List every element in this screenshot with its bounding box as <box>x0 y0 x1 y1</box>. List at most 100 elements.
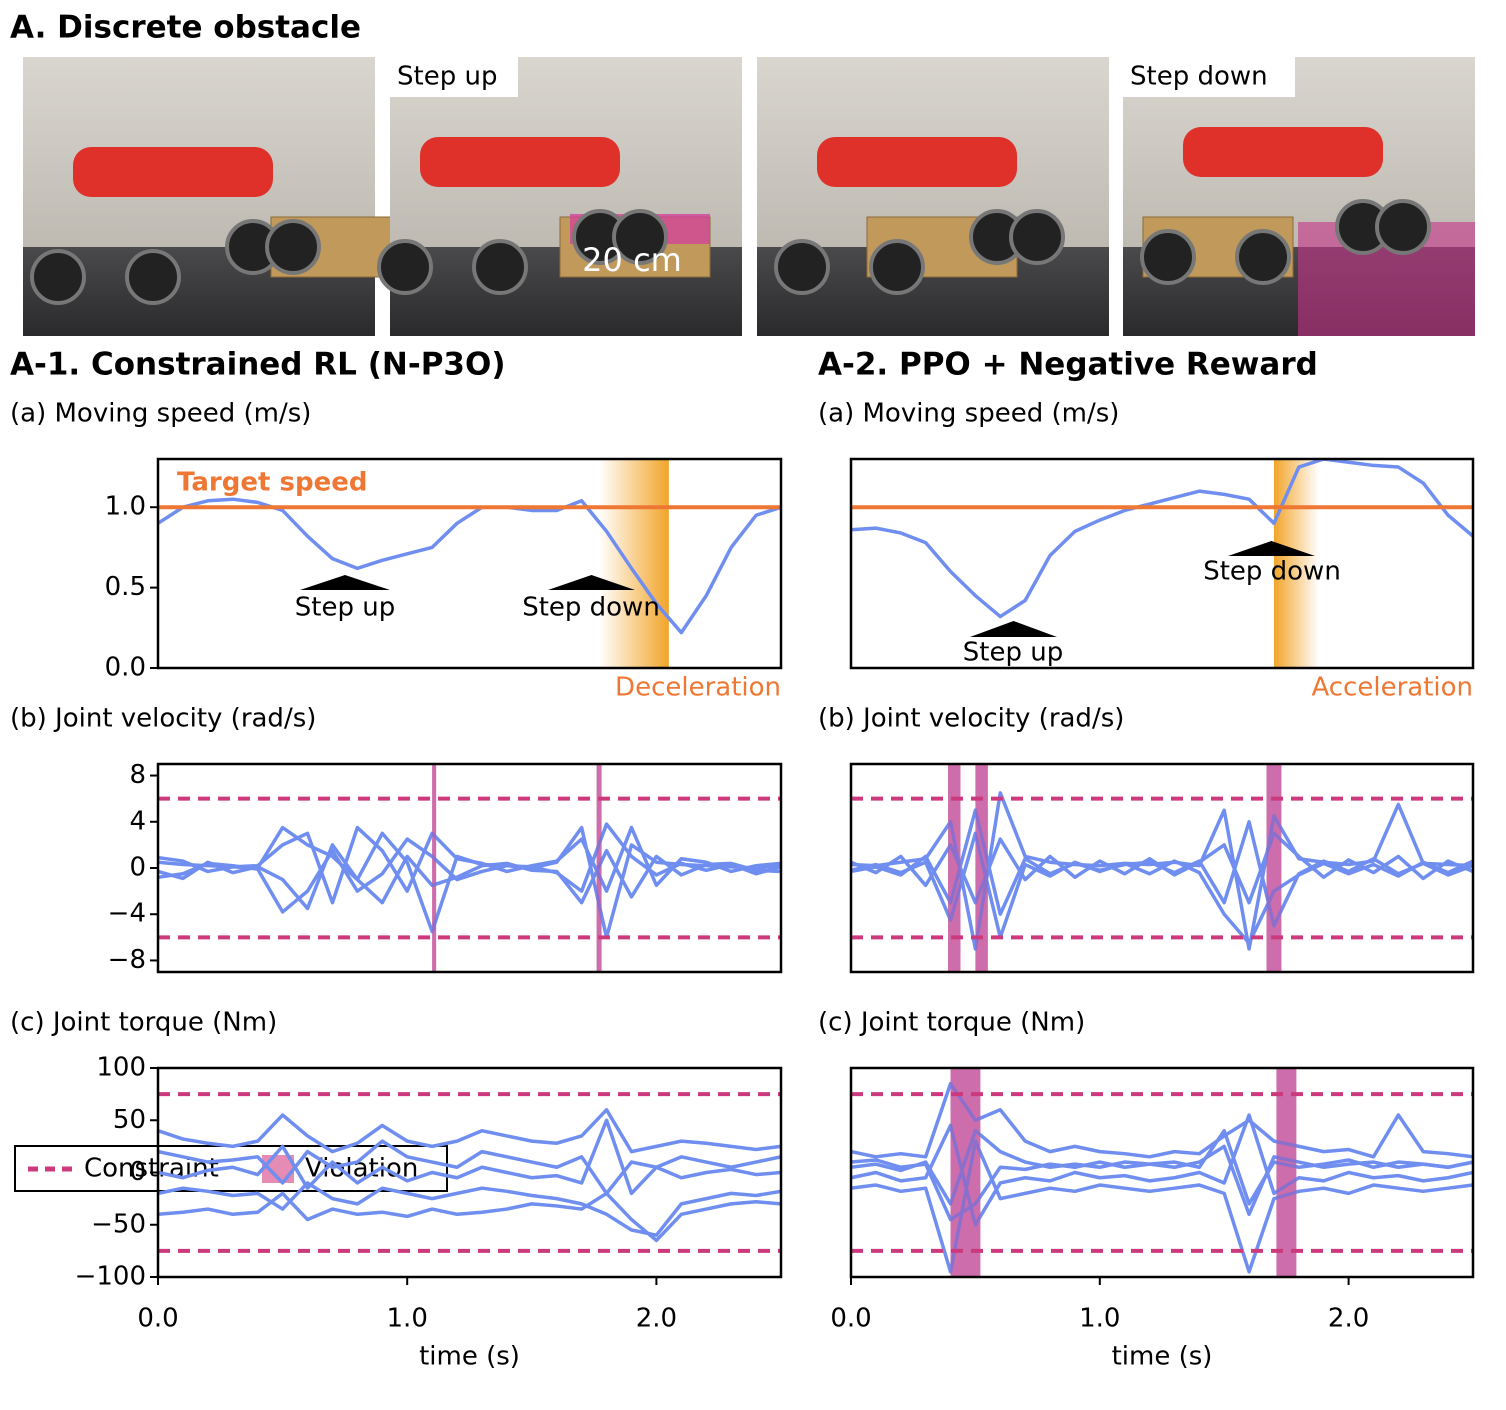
photo-label-bg <box>1123 57 1295 97</box>
plot-frame <box>849 457 1475 670</box>
data-line <box>158 1191 781 1243</box>
data-line <box>158 843 781 911</box>
data-line <box>851 791 1473 951</box>
robot-body <box>1183 127 1383 177</box>
data-line <box>158 825 781 905</box>
robot-body <box>817 137 1017 187</box>
chart-title: (c) Joint torque (Nm) <box>10 1008 277 1038</box>
data-line <box>158 1181 781 1237</box>
chart-title: (b) Joint velocity (rad/s) <box>10 704 316 734</box>
chart-title: (a) Moving speed (m/s) <box>818 399 1119 429</box>
annotation: Step down <box>522 593 660 623</box>
robot-body <box>73 147 273 197</box>
photo-label-bg <box>390 57 518 97</box>
annotation-arrow <box>548 575 635 590</box>
violation-overlay <box>950 1068 981 1277</box>
plot-area <box>851 1068 1473 1277</box>
photo-label: Step down <box>1130 62 1268 92</box>
x-tick-label: 2.0 <box>1328 1304 1369 1334</box>
chart: (a) Moving speed (m/s) Acceleration Step d… <box>818 399 1475 703</box>
robot-wheel <box>30 249 86 305</box>
y-tick-label: 100 <box>96 1053 146 1083</box>
plot-area <box>851 764 1473 972</box>
plot-frame <box>849 1066 1475 1279</box>
legend-label: Constraint <box>84 1154 219 1184</box>
robot-wheel <box>1009 209 1065 265</box>
annotation-arrow <box>1228 541 1315 556</box>
data-line <box>158 497 781 635</box>
annotation: Step up <box>295 593 395 623</box>
y-tick-label: 0.5 <box>105 572 146 602</box>
annotation: Step down <box>1203 557 1341 587</box>
y-tick-label: −50 <box>91 1209 146 1239</box>
x-axis-label: time (s) <box>1112 1342 1213 1372</box>
violation-overlay <box>432 764 437 972</box>
chart: (a) Moving speed (m/s) Deceleration 0.0 0.5… <box>10 399 783 703</box>
robot-wheel <box>1140 229 1196 285</box>
violation-overlay <box>1266 764 1282 972</box>
y-tick-label: −8 <box>108 945 146 975</box>
violation-band <box>1276 1068 1297 1277</box>
y-tick-label: −100 <box>75 1262 146 1292</box>
annotation: Target speed <box>177 468 367 498</box>
robot-wheel <box>1235 229 1291 285</box>
data-line <box>851 1113 1473 1227</box>
chart: (b) Joint velocity (rad/s) −8 −4 0 4 8 <box>10 704 783 975</box>
robot-wheel <box>472 239 528 295</box>
data-line <box>158 825 781 940</box>
x-axis-label: time (s) <box>419 1342 520 1372</box>
chart: (c) Joint torque (Nm) −100 −50 0 50 100 0.0 1.0… <box>10 1008 783 1372</box>
x-tick-label: 2.0 <box>636 1304 677 1334</box>
chart-title: (b) Joint velocity (rad/s) <box>818 704 1124 734</box>
violation-overlay <box>975 764 988 972</box>
photo-label: Step up <box>397 62 497 92</box>
violation-overlay <box>596 764 602 972</box>
annotation: Step up <box>963 638 1063 668</box>
plot-frame <box>849 762 1475 974</box>
data-line <box>851 1128 1473 1222</box>
data-line <box>851 831 1473 945</box>
data-line <box>158 1139 781 1196</box>
violation-band <box>432 764 437 972</box>
robot-body <box>420 137 620 187</box>
robot-wheel <box>1375 199 1431 255</box>
x-tick-label: 0.0 <box>830 1304 871 1334</box>
highlight-label: Deceleration <box>615 673 781 703</box>
figure-title: A. Discrete obstacle <box>10 10 361 46</box>
section-title: A-1. Constrained RL (N-P3O) <box>10 347 506 383</box>
section-title: A-2. PPO + Negative Reward <box>818 347 1318 383</box>
annotation-arrow <box>300 575 390 590</box>
violation-overlay <box>1276 1068 1297 1277</box>
photo-strip: Step up Step down 20 cm <box>23 57 1475 336</box>
plot-area <box>158 1092 781 1253</box>
photo-label: 20 cm <box>582 241 682 279</box>
y-tick-label: 50 <box>113 1105 146 1135</box>
chart: (b) Joint velocity (rad/s) <box>818 704 1475 974</box>
y-tick-label: 4 <box>129 806 146 836</box>
annotation-arrow <box>970 621 1057 637</box>
chart: (c) Joint torque (Nm) 0.0 1.0 2.0 time (s) <box>818 1008 1475 1372</box>
chart-title: (c) Joint torque (Nm) <box>818 1008 1085 1038</box>
chart-title: (a) Moving speed (m/s) <box>10 399 311 429</box>
x-tick-label: 1.0 <box>1079 1304 1120 1334</box>
highlight-label: Acceleration <box>1311 673 1473 703</box>
plot-area <box>851 459 1473 668</box>
data-line <box>851 1128 1473 1217</box>
y-tick-label: 8 <box>129 760 146 790</box>
y-tick-label: −4 <box>108 899 146 929</box>
robot-wheel <box>612 209 668 265</box>
highlight-band <box>1273 459 1319 668</box>
data-line <box>851 1081 1473 1159</box>
plot-frame <box>156 457 783 670</box>
y-tick-label: 0 <box>129 853 146 883</box>
y-tick-label: 0.0 <box>105 653 146 683</box>
x-tick-label: 0.0 <box>137 1304 178 1334</box>
data-line <box>158 1118 781 1196</box>
robot-wheel <box>125 249 181 305</box>
x-tick-label: 1.0 <box>387 1304 428 1334</box>
robot-wheel <box>377 239 433 295</box>
robot-wheel <box>869 239 925 295</box>
robot-wheel <box>774 239 830 295</box>
y-tick-label: 0 <box>129 1157 146 1187</box>
